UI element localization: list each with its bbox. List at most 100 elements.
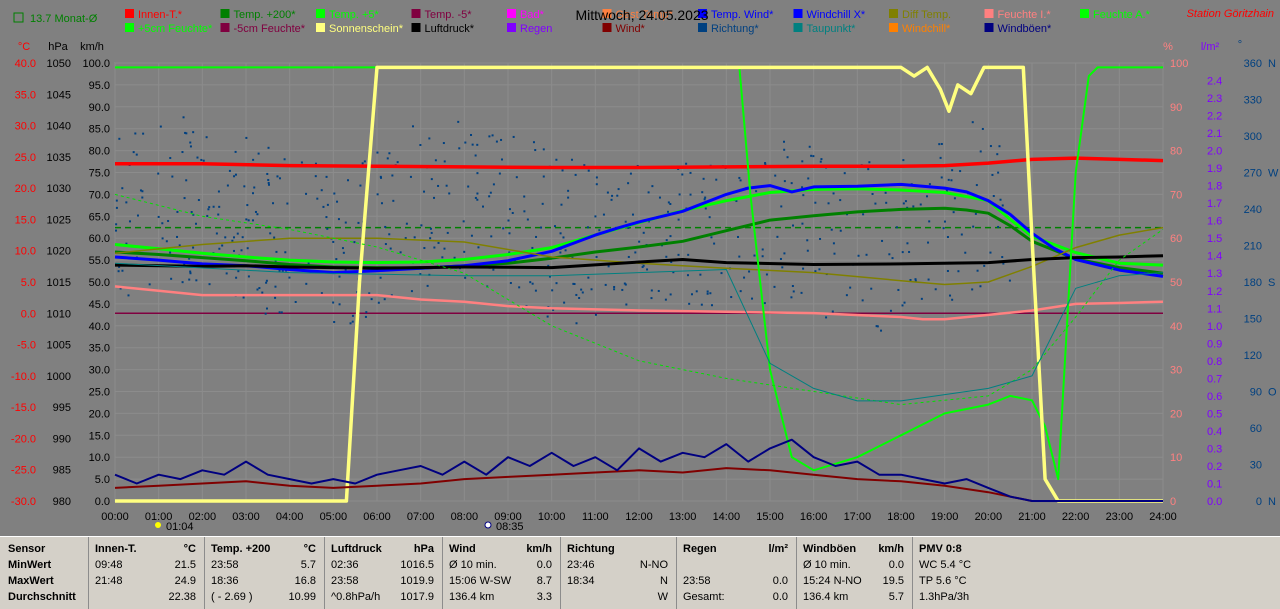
rain-tick: 1.4 [1207,251,1222,263]
direction-point [888,253,891,256]
direction-point [902,202,905,205]
direction-point [409,175,412,178]
direction-point [332,301,335,304]
temp-tick: 25.0 [15,152,36,164]
direction-point [1002,262,1005,265]
direction-point [189,145,192,148]
direction-point [737,235,740,238]
direction-point [646,268,649,271]
wind-tick: 15.0 [89,430,110,442]
row-label-avg: Durchschnitt [8,591,76,603]
direction-point [437,184,440,187]
direction-point [613,285,616,288]
direction-point [413,236,416,239]
direction-point [786,156,789,159]
direction-point [274,296,277,299]
legend-swatch [316,23,325,32]
direction-point [800,291,803,294]
legend-swatch [1080,9,1089,18]
direction-point [650,297,653,300]
direction-point [902,159,905,162]
direction-point [552,308,555,311]
direction-point [634,251,637,254]
direction-point [700,303,703,306]
direction-point [492,268,495,271]
pressure-tick: 1050 [47,58,71,70]
direction-point [677,253,680,256]
legend-label: Temp. +200* [234,9,297,21]
direction-point [225,272,228,275]
direction-point [607,265,610,268]
direction-point [274,259,277,262]
direction-point [595,183,598,186]
direction-point [192,246,195,249]
direction-point [783,180,786,183]
direction-point [818,268,821,271]
time-tick: 05:00 [320,511,348,523]
direction-point [791,285,794,288]
direction-point [458,147,461,150]
direction-point [482,205,485,208]
direction-point [704,196,707,199]
direction-point [386,157,389,160]
direction-point [333,321,336,324]
wind-tick: 55.0 [89,255,110,267]
direction-point [379,276,382,279]
direction-point [802,267,805,270]
direction-point [865,253,868,256]
time-tick: 15:00 [756,511,784,523]
direction-point [581,291,584,294]
sunrise-marker: 01:04 [155,521,194,532]
wind-tick: 95.0 [89,80,110,92]
time-tick: 17:00 [844,511,872,523]
direction-point [115,206,118,209]
direction-point [690,293,693,296]
direction-point [320,292,323,295]
direction-point [188,257,191,260]
legend-label: Richtung* [711,23,759,35]
temp-tick: 15.0 [15,214,36,226]
direction-point [196,156,199,159]
legend-swatch [602,23,612,32]
direction-point [959,170,962,173]
direction-point [604,283,607,286]
direction-point [337,218,340,221]
direction-point [325,175,328,178]
direction-point [344,221,347,224]
direction-point [832,192,835,195]
direction-point [562,236,565,239]
direction-point [616,194,619,197]
direction-point [488,195,491,198]
direction-point [885,201,888,204]
time-tick: 09:00 [494,511,522,523]
direction-point [234,173,237,176]
direction-point [801,186,804,189]
series-line [115,65,1163,503]
series-line [114,438,1163,502]
direction-point [919,203,922,206]
direction-point [118,137,121,140]
direction-point [284,251,287,254]
direction-point [627,182,630,185]
direction-point [999,198,1002,201]
direction-point [218,247,221,250]
direction-point [1001,204,1004,207]
direction-point [996,153,999,156]
pressure-tick: 1015 [47,277,71,289]
direction-point [197,199,200,202]
direction-point [819,160,822,163]
stats-cell-label: 136.4 km [803,591,849,603]
direction-point [379,175,382,178]
direction-point [678,193,681,196]
rain-tick: 0.9 [1207,338,1222,350]
direction-point [474,196,477,199]
direction-point [344,268,347,271]
direction-point [939,156,942,159]
direction-point [755,190,758,193]
time-tick: 02:00 [189,511,217,523]
direction-point [281,269,284,272]
direction-point [349,322,352,325]
wind-tick: 75.0 [89,168,110,180]
direction-point [181,281,184,284]
direction-point [490,235,493,238]
